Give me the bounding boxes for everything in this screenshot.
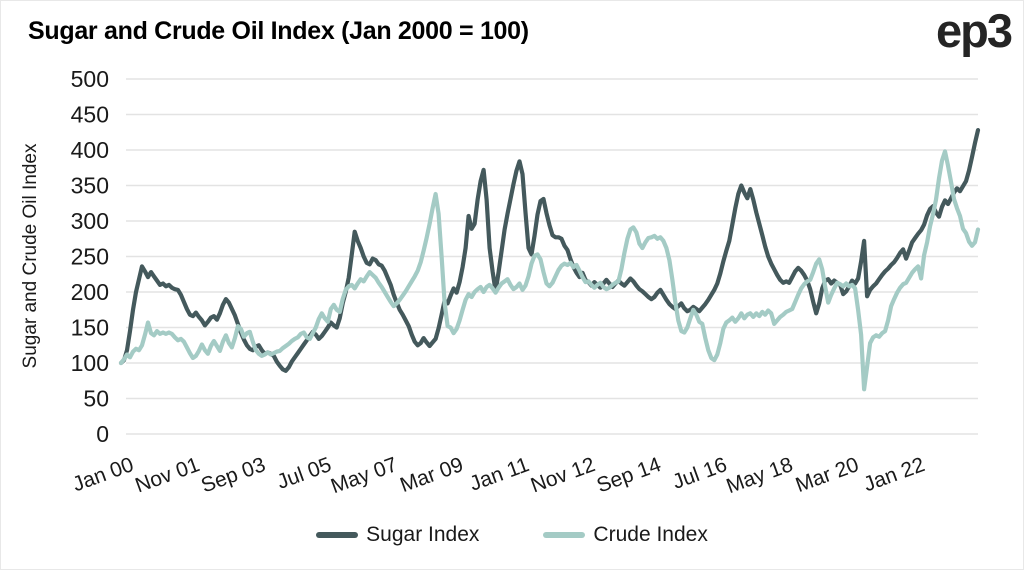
x-tick-label: Nov 12 — [528, 453, 598, 497]
crude-line-swatch — [543, 532, 586, 538]
x-tick-label: Mar 09 — [397, 453, 466, 497]
y-tick-label: 500 — [71, 66, 109, 92]
y-tick-label: 100 — [71, 350, 109, 376]
x-tick-label: Sep 14 — [594, 453, 665, 497]
x-tick-label: Mar 20 — [793, 453, 862, 497]
x-tick-label: Jul 16 — [669, 453, 730, 494]
y-tick-label: 350 — [71, 173, 109, 199]
legend-item-crude: Crude Index — [543, 523, 708, 547]
sugar-line-swatch — [316, 532, 359, 538]
y-tick-label: 300 — [71, 208, 109, 234]
chart-title: Sugar and Crude Oil Index (Jan 2000 = 10… — [28, 17, 529, 45]
x-tick-label: Jan 22 — [861, 453, 928, 496]
crude-index-line — [118, 149, 981, 392]
x-tick-label: Jul 05 — [274, 453, 335, 494]
x-tick-label: Jan 11 — [467, 453, 533, 496]
y-tick-label: 400 — [71, 137, 109, 163]
y-tick-label: 150 — [71, 315, 109, 341]
x-tick-label: May 18 — [723, 453, 796, 498]
legend: Sugar Index Crude Index — [1, 523, 1023, 547]
y-tick-label: 200 — [71, 279, 109, 305]
legend-label-sugar: Sugar Index — [366, 523, 480, 546]
y-tick-label: 0 — [96, 421, 109, 447]
legend-item-sugar: Sugar Index — [316, 523, 479, 547]
x-tick-label: Sep 03 — [198, 453, 268, 497]
ep3-logo: ep3 — [936, 4, 1013, 57]
legend-label-crude: Crude Index — [593, 523, 708, 546]
x-tick-label: Jan 00 — [70, 453, 137, 496]
x-tick-label: Nov 01 — [132, 453, 202, 497]
x-tick-label: May 07 — [328, 453, 401, 498]
y-tick-label: 250 — [71, 244, 109, 270]
sugar-index-line — [118, 128, 981, 373]
y-tick-label: 450 — [71, 102, 109, 128]
y-tick-label: 50 — [83, 386, 109, 412]
